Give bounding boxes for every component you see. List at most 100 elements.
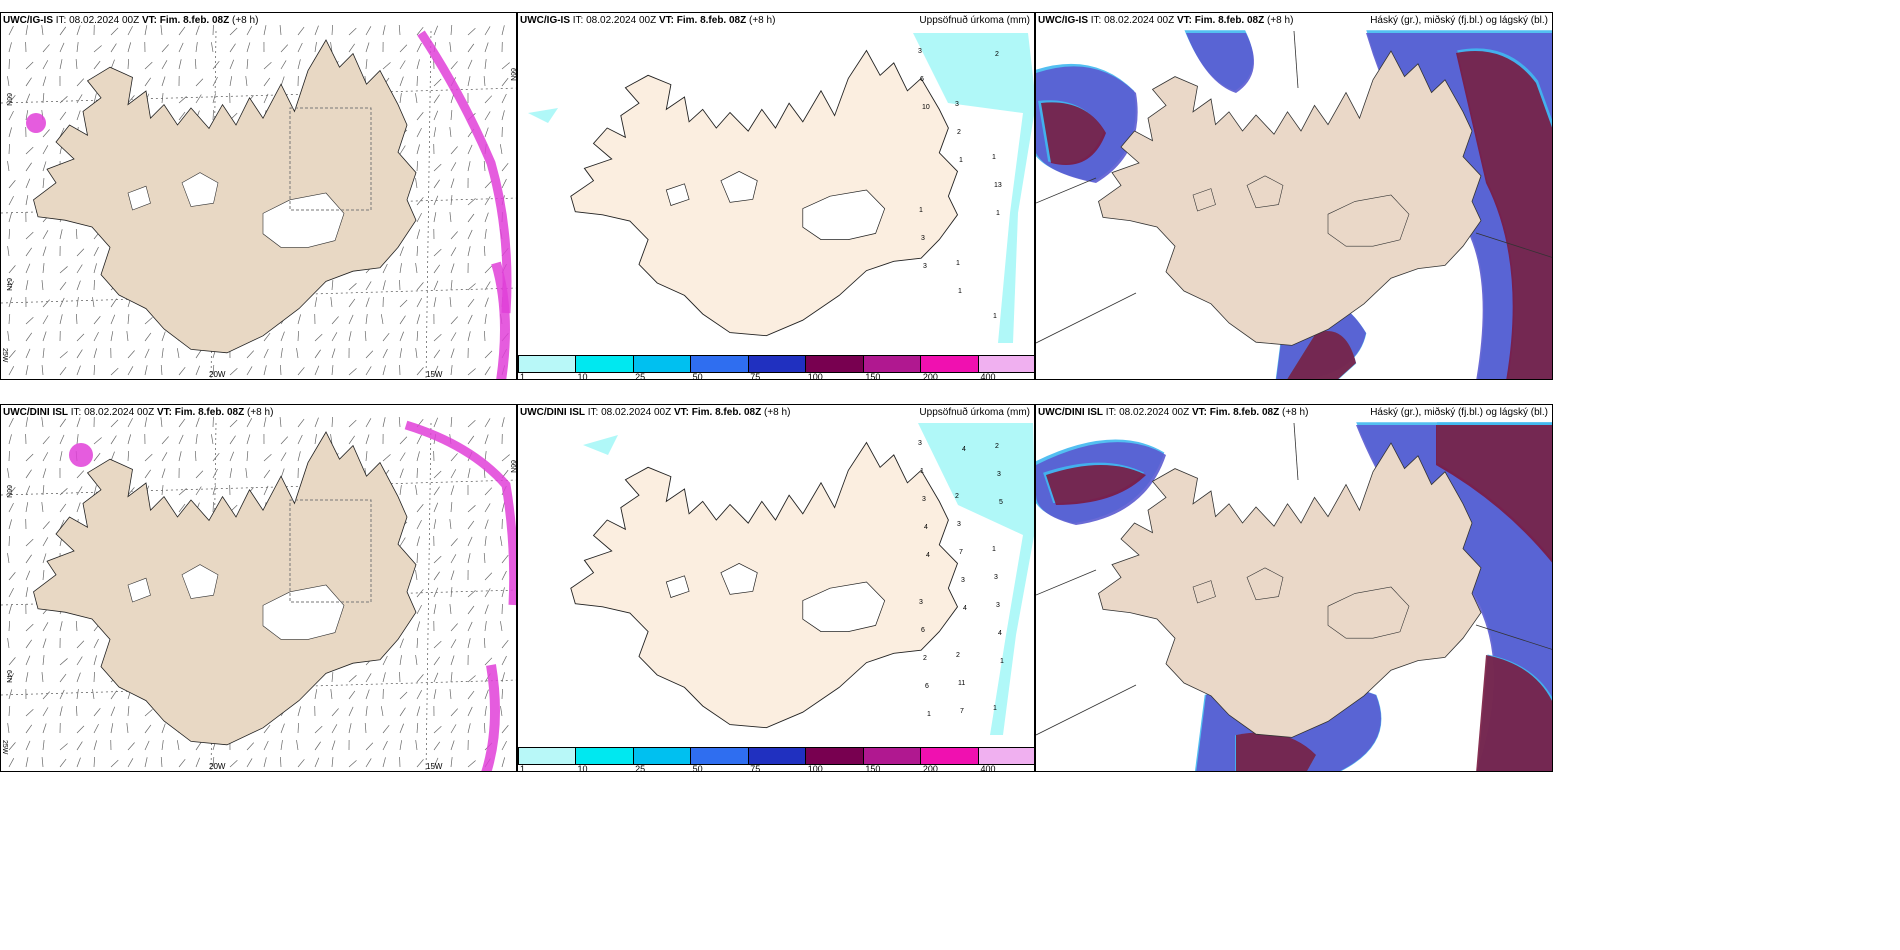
wind-barb	[195, 349, 202, 359]
wind-barb	[25, 146, 34, 155]
panel-title: Háský (gr.), miðský (fj.bl.) og lágský (…	[1370, 407, 1548, 418]
precip-value-label: 1	[958, 288, 962, 295]
legend-swatch	[863, 748, 922, 764]
wind-barb	[25, 453, 34, 462]
wind-barb	[229, 367, 238, 376]
precip-value-label: 1	[919, 207, 923, 214]
wind-barb	[483, 161, 486, 172]
panel-title: Háský (gr.), miðský (fj.bl.) og lágský (…	[1370, 15, 1548, 26]
wind-barb	[93, 279, 95, 291]
legend-swatch	[633, 748, 692, 764]
wind-barb	[348, 283, 357, 291]
wind-barb	[42, 537, 49, 547]
wind-barb	[467, 283, 476, 291]
legend-swatch	[633, 356, 692, 372]
wind-barb	[450, 708, 458, 717]
wind-barb	[59, 503, 67, 513]
wind-barb	[330, 42, 333, 53]
wind-barb	[8, 434, 12, 445]
wind-barb	[467, 435, 475, 445]
wind-barb	[110, 331, 114, 342]
vt-label: VT:	[141, 15, 157, 26]
high-cloud-area	[1476, 655, 1552, 771]
lat-gridline	[1, 679, 516, 696]
wind-barb	[25, 655, 31, 666]
wind-barb	[8, 110, 14, 121]
iceland-land	[33, 431, 417, 746]
wind-barb	[144, 25, 148, 36]
wind-barb	[348, 435, 355, 445]
wind-barb	[501, 655, 507, 666]
wind-barb	[484, 212, 489, 223]
wind-barb	[212, 93, 216, 104]
precip-value-label: 3	[996, 602, 1000, 609]
iceland-land	[570, 49, 959, 337]
wind-barb	[433, 212, 437, 223]
wind-barb	[59, 111, 67, 121]
wind-barb	[42, 263, 45, 274]
wind-barb	[399, 691, 408, 700]
wind-barb	[127, 758, 134, 768]
panel-header: UWC/DINI ISL IT: 08.02.2024 00Z VT: Fim.…	[3, 407, 273, 418]
wind-barb	[144, 740, 150, 751]
wind-barb	[331, 316, 339, 325]
it-label: IT:	[572, 15, 584, 26]
wind-barb	[314, 297, 318, 308]
wind-barb	[195, 365, 201, 376]
wind-barb	[76, 502, 81, 513]
wind-barb	[331, 348, 336, 359]
wind-barb	[484, 572, 493, 581]
wind-barb	[331, 672, 334, 683]
wind-barb	[280, 331, 285, 342]
wind-barb	[450, 162, 457, 172]
legend-swatch	[519, 748, 577, 764]
wind-barb	[297, 59, 301, 70]
wind-barb	[229, 435, 236, 445]
wind-barb	[380, 314, 384, 325]
wind-barb	[399, 638, 404, 649]
glacier	[127, 185, 151, 211]
wind-barb	[399, 315, 406, 325]
domain-boundary	[1475, 624, 1552, 650]
wind-barb	[76, 656, 83, 666]
it-value: 08.02.2024 00Z	[69, 15, 140, 26]
wind-barb	[484, 59, 487, 70]
wind-barb	[110, 419, 119, 428]
lead-time: (+8 h)	[232, 15, 259, 26]
wind-barb	[501, 554, 509, 564]
wind-barb	[467, 723, 471, 734]
wind-barb	[365, 758, 372, 768]
wind-barb	[484, 111, 491, 121]
wind-barb	[415, 348, 418, 359]
wind-barb	[144, 724, 152, 734]
wind-barb	[76, 434, 79, 445]
wind-barb	[161, 76, 166, 87]
wind-barb	[178, 96, 187, 104]
precip-value-label: 1	[959, 157, 963, 164]
wind-barb	[8, 706, 11, 717]
lon-label-20w: 20W	[209, 762, 226, 771]
wind-barb	[75, 621, 78, 632]
wind-barb	[110, 690, 117, 700]
wind-barb	[59, 673, 67, 683]
glacier	[181, 564, 219, 599]
wind-barb	[467, 298, 475, 308]
wind-barb	[450, 623, 458, 632]
wind-barb	[450, 316, 458, 325]
wind-barb	[246, 26, 253, 36]
wind-barb	[484, 95, 493, 104]
wind-barb	[450, 469, 457, 479]
high-cloud-area	[1041, 102, 1106, 165]
wind-barb	[280, 436, 289, 445]
wind-barb	[42, 246, 47, 257]
wind-barb	[297, 26, 305, 36]
wind-barb	[484, 26, 491, 36]
wind-barb	[59, 434, 65, 445]
wind-barb	[365, 689, 370, 700]
wind-barb	[25, 77, 32, 87]
wind-barb	[484, 604, 489, 615]
wind-barb	[399, 263, 402, 274]
wind-barb	[76, 313, 78, 325]
